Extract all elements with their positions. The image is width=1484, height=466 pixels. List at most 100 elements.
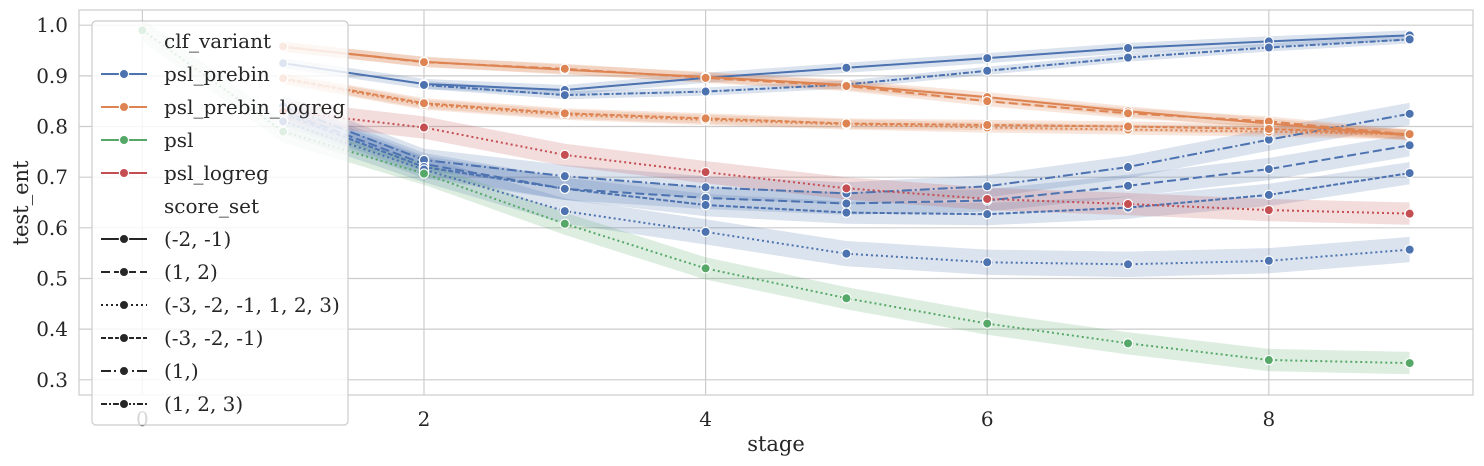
point-psl-logreg-3-2-1-1-2-3 [1263, 204, 1275, 216]
legend-label-psl-logreg: psl_logreg [164, 161, 269, 185]
y-tick-label: 0.8 [36, 115, 68, 139]
point-psl-prebin-3-2-1-1-2-3 [700, 226, 711, 238]
legend-marker-psl-logreg [118, 167, 130, 179]
point-psl-prebin-logreg-1-2 [700, 72, 711, 84]
point-psl-3-2-1-1-2-3 [1263, 354, 1275, 366]
point-psl-prebin-1-2-3 [982, 65, 993, 76]
legend-hue-title: clf_variant [164, 29, 271, 53]
legend-label-1-2-3: (1, 2, 3) [164, 392, 243, 416]
point-psl-prebin-3-2-1 [841, 207, 852, 218]
point-psl-prebin-logreg-3-2-1 [700, 113, 711, 124]
y-tick-label: 0.9 [36, 64, 68, 88]
point-psl-logreg-3-2-1-1-2-3 [418, 122, 430, 133]
point-psl-prebin-3-2-1-1-2-3 [841, 248, 852, 259]
y-axis-ticks: 0.3 0.4 0.5 0.6 0.7 0.8 0.9 1.0 [36, 13, 68, 392]
legend-label-psl-prebin: psl_prebin [164, 62, 270, 86]
point-psl-prebin-logreg-3-2-1 [559, 108, 570, 119]
x-tick-label: 6 [981, 407, 994, 431]
point-psl-prebin-logreg-3-2-1 [418, 98, 430, 109]
legend-marker-1-2 [118, 266, 130, 278]
point-psl-prebin-3-2-1 [700, 199, 711, 211]
legend-marker-1-2-3 [118, 398, 130, 410]
point-psl-prebin-1-2 [1122, 180, 1134, 191]
band-psl-prebin-3-2-1-1-2-3 [283, 108, 1410, 277]
legend-marker-1 [118, 365, 130, 377]
point-psl-prebin-logreg-1-2 [1122, 108, 1134, 119]
x-tick-label: 8 [1262, 407, 1275, 431]
x-axis-label: stage [747, 432, 805, 456]
y-tick-label: 0.3 [36, 368, 68, 392]
point-psl-prebin-1-2-3 [1404, 34, 1415, 45]
band-psl-prebin-1-2-3 [424, 35, 1410, 100]
legend-label-1-2: (1, 2) [164, 260, 218, 284]
line-psl-prebin-1-2-3 [423, 38, 1410, 97]
point-psl-prebin-1-2-3 [418, 79, 430, 91]
point-psl-logreg-3-2-1-1-2-3 [700, 166, 711, 178]
point-psl-logreg-3-2-1-1-2-3 [1122, 198, 1134, 210]
legend-marker-psl-prebin-logreg [118, 101, 130, 113]
point-psl-prebin-logreg-1-2 [418, 56, 430, 68]
point-psl-prebin-1-2 [1404, 140, 1415, 151]
point-psl-prebin-logreg-3-2-1 [1404, 128, 1415, 140]
legend-marker-psl [118, 134, 130, 146]
point-psl-prebin-3-2-1-1-2-3 [559, 205, 570, 217]
point-psl-prebin-logreg-3-2-1 [1122, 121, 1134, 132]
point-psl-prebin-3-2-1-1-2-3 [982, 257, 993, 268]
y-tick-label: 0.5 [36, 266, 68, 290]
point-psl-prebin-2-1 [841, 62, 852, 73]
point-psl-prebin-logreg-3-2-1 [982, 119, 993, 131]
y-tick-label: 0.6 [36, 216, 68, 240]
point-psl-prebin-3-2-1-1-2-3 [1263, 255, 1275, 266]
point-psl-prebin-1 [1122, 161, 1134, 173]
legend-label-psl: psl [164, 128, 193, 152]
legend-box [91, 20, 349, 426]
point-psl-prebin-3-2-1-1-2-3 [1122, 259, 1134, 270]
point-psl-prebin-logreg-1-2 [559, 63, 570, 74]
point-psl-prebin-1 [559, 170, 570, 182]
point-psl-logreg-3-2-1-1-2-3 [841, 183, 852, 194]
point-psl-prebin-2-1 [1122, 42, 1134, 54]
point-psl-3-2-1-1-2-3 [841, 293, 852, 304]
point-psl-prebin-1-2 [841, 198, 852, 209]
point-psl-prebin-logreg-1-2 [841, 80, 852, 92]
point-psl-prebin-logreg-3-2-1 [841, 118, 852, 129]
point-psl-prebin-1 [1404, 108, 1415, 120]
point-psl-3-2-1-1-2-3 [700, 263, 711, 274]
y-tick-label: 1.0 [36, 13, 68, 37]
point-psl-prebin-1-2-3 [1122, 52, 1134, 63]
legend: clf_variant psl_prebin psl_prebin_logregps… [91, 20, 349, 426]
point-psl-prebin-1-2-3 [700, 86, 711, 97]
point-psl-logreg-3-2-1-1-2-3 [1404, 208, 1415, 219]
point-psl-prebin-logreg-3-2-1 [1263, 123, 1275, 135]
y-tick-label: 0.4 [36, 317, 68, 341]
point-psl-logreg-3-2-1-1-2-3 [559, 149, 570, 161]
point-psl-logreg-3-2-1-1-2-3 [982, 193, 993, 205]
y-axis-label: test_ent [9, 160, 33, 246]
point-psl-prebin-2-1 [982, 52, 993, 64]
band-psl-logreg-3-2-1-1-2-3 [283, 100, 1410, 225]
point-psl-prebin-3-2-1 [559, 183, 570, 195]
legend-marker-psl-prebin [118, 68, 130, 80]
point-psl-prebin-logreg-1-2 [982, 95, 993, 107]
point-psl-3-2-1-1-2-3 [559, 218, 570, 229]
point-psl-prebin-1-2-3 [1263, 42, 1275, 53]
x-tick-label: 4 [699, 407, 712, 431]
point-psl-prebin-1 [982, 181, 993, 192]
legend-label-psl-prebin-logreg: psl_prebin_logreg [164, 95, 345, 119]
line-psl-prebin-logreg-3-2-1 [283, 77, 1410, 136]
x-tick-label: 2 [418, 407, 431, 431]
legend-marker-2-1 [118, 233, 130, 245]
line-psl-3-2-1-1-2-3 [141, 29, 1410, 365]
point-psl-3-2-1-1-2-3 [1404, 357, 1415, 369]
point-psl-prebin-1-2-3 [559, 89, 570, 101]
legend-label-3-2-1-1-2-3: (-3, -2, -1, 1, 2, 3) [164, 293, 340, 317]
y-tick-label: 0.7 [36, 165, 68, 189]
legend-label-2-1: (-2, -1) [164, 227, 231, 251]
point-psl-prebin-1-2 [1263, 163, 1275, 175]
point-psl-prebin-3-2-1-1-2-3 [1404, 244, 1415, 255]
legend-marker-3-2-1-1-2-3 [118, 299, 130, 311]
point-psl-prebin-3-2-1 [1263, 189, 1275, 201]
point-psl-3-2-1-1-2-3 [982, 318, 993, 329]
legend-label-3-2-1: (-3, -2, -1) [164, 326, 263, 350]
